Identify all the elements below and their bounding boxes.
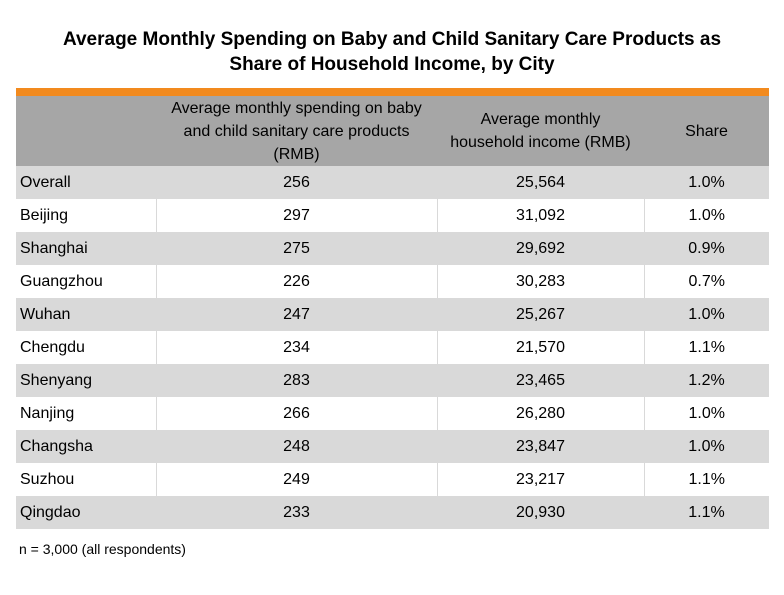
table-row: Suzhou 249 23,217 1.1% [16,463,769,496]
cell-spending: 233 [156,496,437,529]
cell-income: 30,283 [436,265,644,298]
cell-spending: 234 [155,331,437,364]
table-row: Shanghai 275 29,692 0.9% [16,232,769,265]
cell-share: 1.0% [644,166,769,199]
footnote: n = 3,000 (all respondents) [19,541,186,557]
cell-share: 1.0% [643,199,769,232]
cell-income: 20,930 [437,496,644,529]
table-row: Changsha 248 23,847 1.0% [16,430,769,463]
cell-share: 1.1% [643,331,769,364]
cell-spending: 256 [156,166,437,199]
cell-spending: 226 [155,265,437,298]
cell-city: Qingdao [16,496,156,529]
table-row: Shenyang 283 23,465 1.2% [16,364,769,397]
cell-city: Shanghai [16,232,156,265]
header-spending: Average monthly spending on baby and chi… [156,96,437,166]
table-row: Beijing 297 31,092 1.0% [16,199,769,232]
title-line-1: Average Monthly Spending on Baby and Chi… [62,29,722,50]
cell-city: Changsha [16,430,156,463]
cell-income: 25,564 [437,166,644,199]
cell-income: 26,280 [436,397,644,430]
cell-income: 21,570 [436,331,644,364]
cell-spending: 248 [156,430,437,463]
header-income: Average monthly household income (RMB) [437,96,644,166]
cell-city: Beijing [16,199,156,232]
cell-share: 1.1% [643,463,769,496]
cell-income: 29,692 [437,232,644,265]
cell-city: Overall [16,166,156,199]
table-row: Nanjing 266 26,280 1.0% [16,397,769,430]
cell-spending: 247 [156,298,437,331]
cell-share: 0.7% [643,265,769,298]
cell-spending: 283 [156,364,437,397]
cell-city: Wuhan [16,298,156,331]
cell-income: 23,217 [436,463,644,496]
cell-income: 31,092 [436,199,644,232]
spending-table: Average monthly spending on baby and chi… [16,96,769,529]
table-row: Wuhan 247 25,267 1.0% [16,298,769,331]
title-line-2: Share of Household Income, by City [229,54,555,75]
table-row: Guangzhou 226 30,283 0.7% [16,265,769,298]
table-row: Overall 256 25,564 1.0% [16,166,769,199]
table-row: Chengdu 234 21,570 1.1% [16,331,769,364]
cell-share: 1.1% [644,496,769,529]
cell-income: 23,465 [437,364,644,397]
cell-spending: 266 [155,397,437,430]
cell-share: 1.2% [644,364,769,397]
cell-share: 1.0% [644,430,769,463]
header-city [16,96,156,166]
cell-share: 1.0% [643,397,769,430]
cell-city: Shenyang [16,364,156,397]
cell-share: 0.9% [644,232,769,265]
table-header-row: Average monthly spending on baby and chi… [16,96,769,166]
accent-divider [16,88,769,96]
header-share: Share [644,96,769,166]
table-row: Qingdao 233 20,930 1.1% [16,496,769,529]
cell-income: 25,267 [437,298,644,331]
page-title: Average Monthly Spending on Baby and Chi… [0,27,784,77]
cell-city: Nanjing [16,397,156,430]
cell-spending: 297 [155,199,437,232]
cell-spending: 275 [156,232,437,265]
cell-city: Chengdu [16,331,156,364]
cell-city: Suzhou [16,463,156,496]
cell-income: 23,847 [437,430,644,463]
cell-spending: 249 [155,463,437,496]
cell-city: Guangzhou [16,265,156,298]
cell-share: 1.0% [644,298,769,331]
